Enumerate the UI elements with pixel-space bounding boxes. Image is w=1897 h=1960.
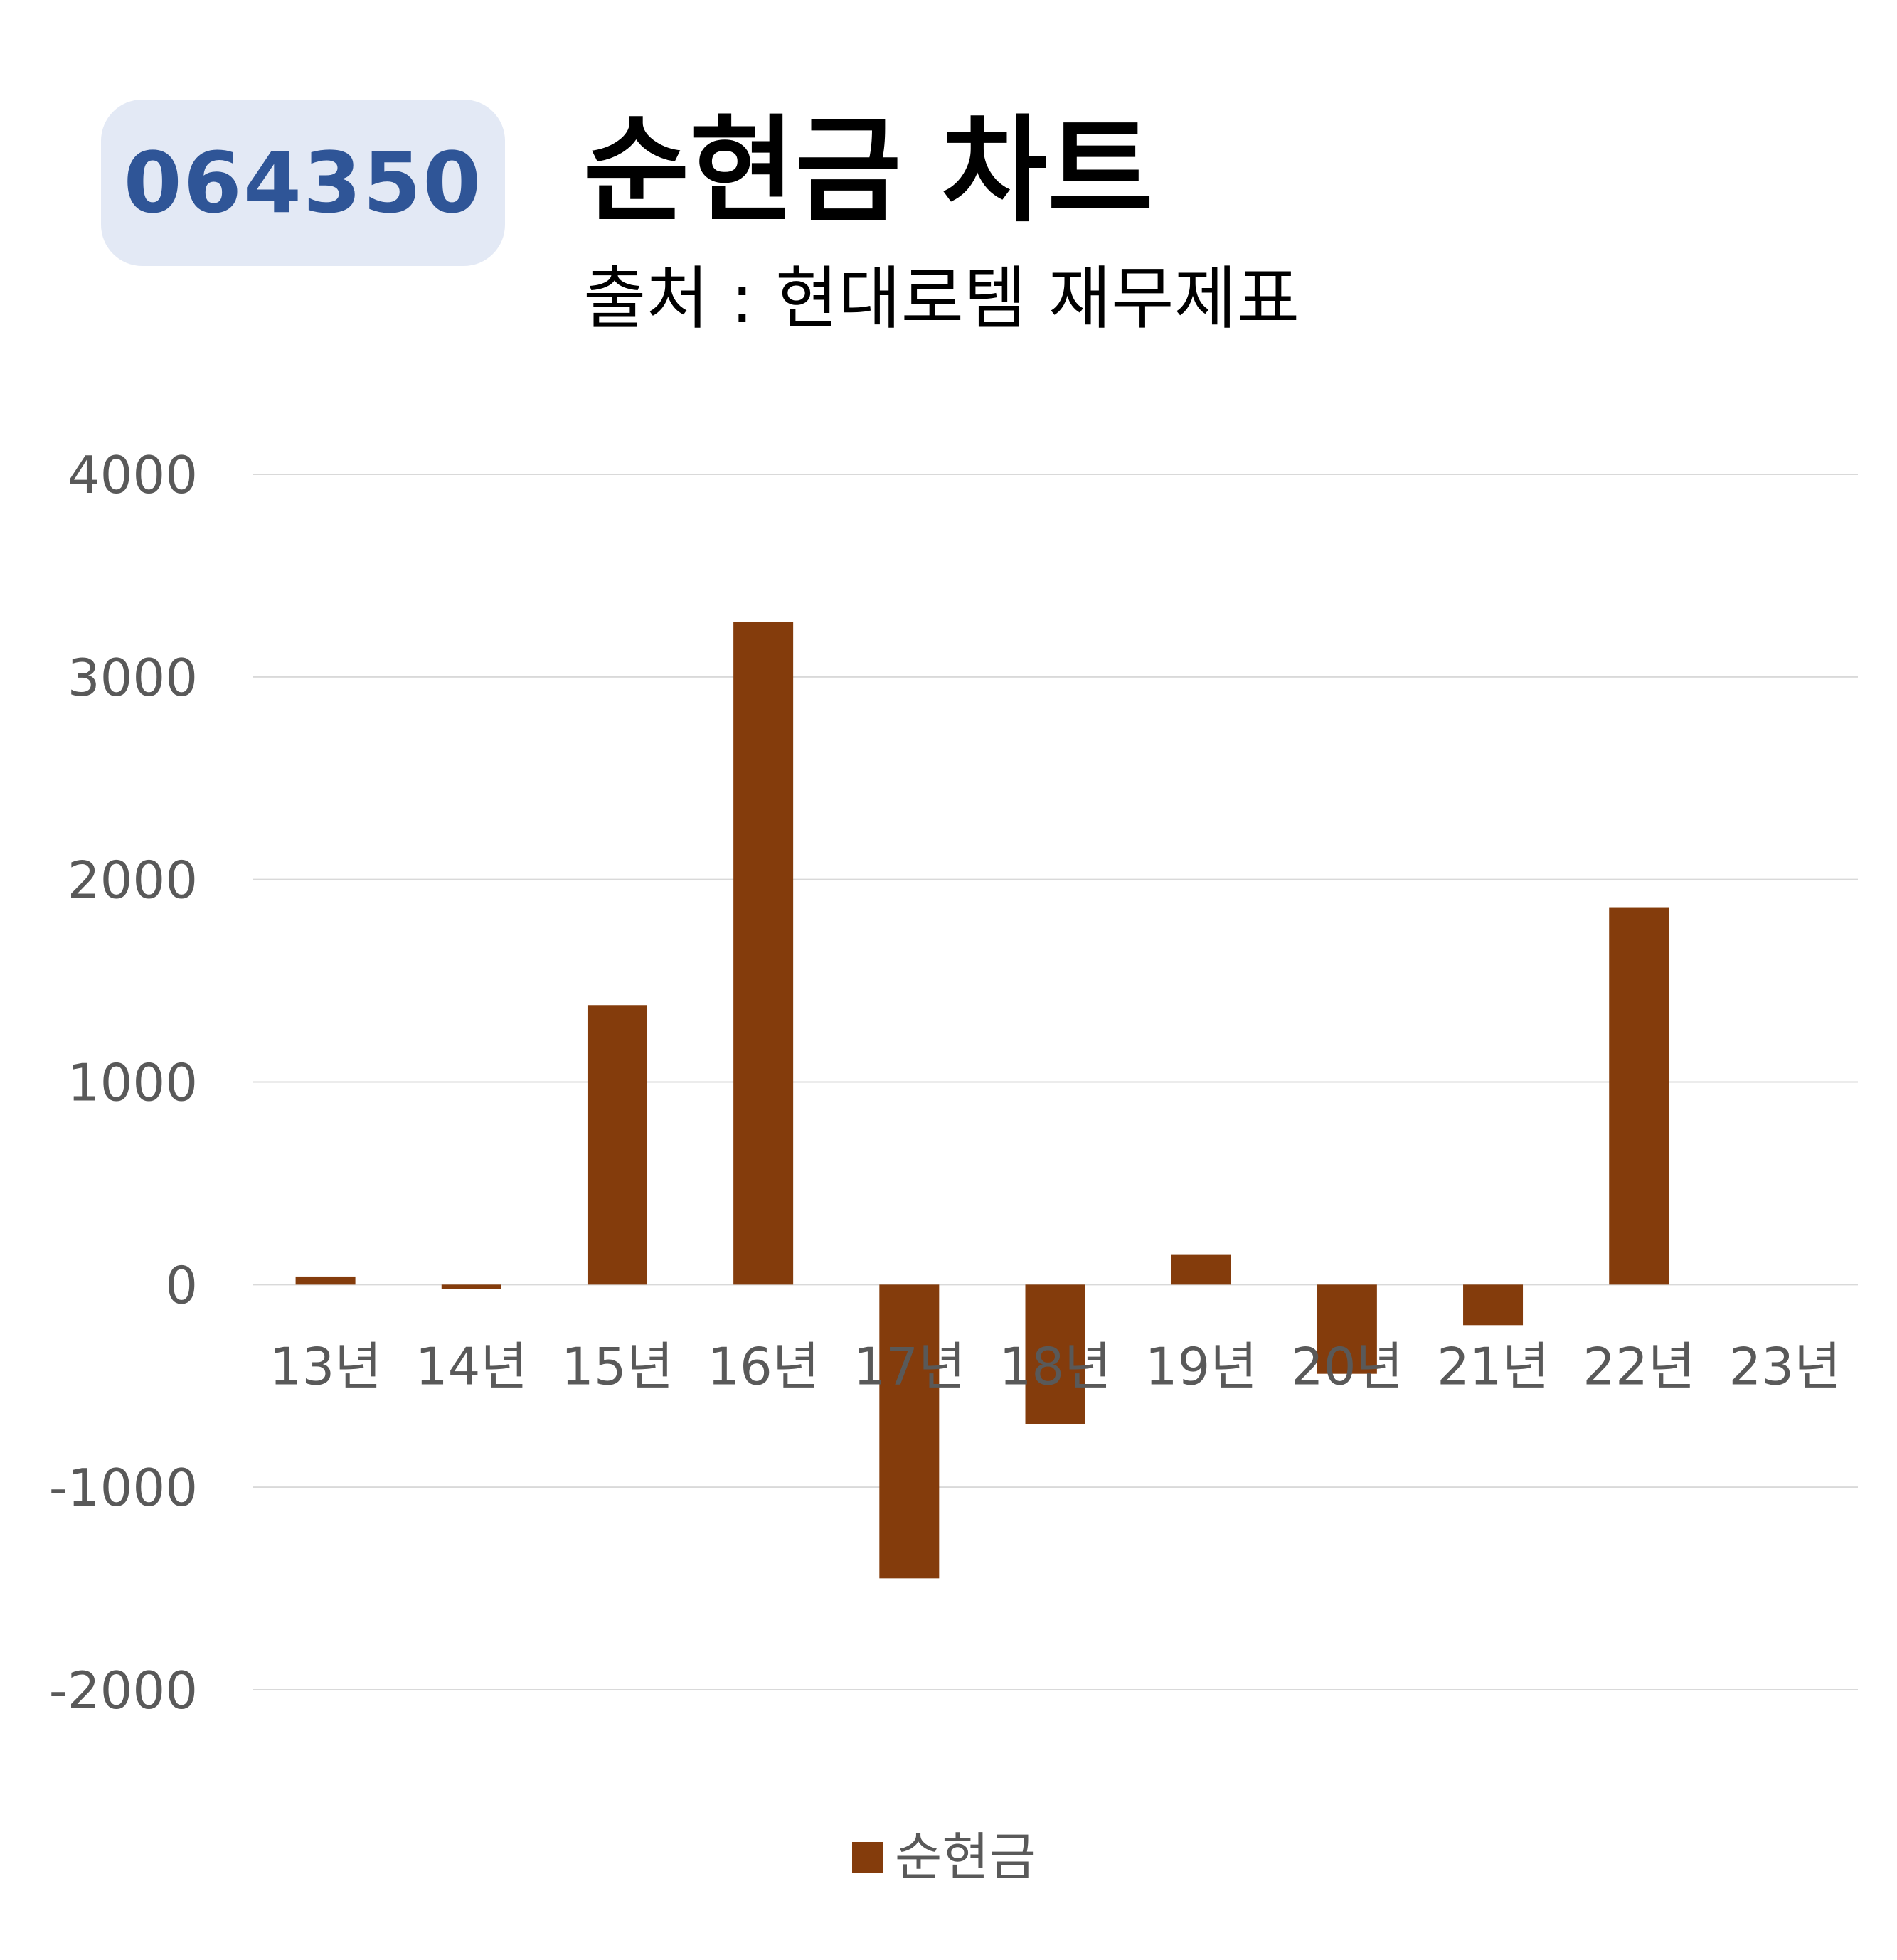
x-axis-categories: 13년 14년 15년 16년 17년 18년 19년 20년 21년 22년 23년 [270, 1336, 1842, 1396]
y-tick-label: -2000 [49, 1661, 198, 1720]
x-category-label: 20년 [1291, 1336, 1403, 1396]
x-category-label: 21년 [1437, 1336, 1549, 1396]
y-tick-label: 0 [165, 1255, 198, 1315]
bar [733, 622, 794, 1285]
bars [295, 622, 1669, 1579]
x-category-label: 15년 [561, 1336, 674, 1396]
x-category-label: 22년 [1583, 1336, 1695, 1396]
y-tick-label: 2000 [68, 851, 198, 910]
x-category-label: 18년 [999, 1336, 1112, 1396]
bar [879, 1284, 940, 1579]
chart-subtitle: 출처 : 현대로템 재무제표 [583, 259, 1300, 339]
bar [1025, 1284, 1085, 1424]
stock-code-badge: 064350 [101, 100, 505, 266]
y-tick-label: 3000 [68, 648, 198, 708]
bar [1609, 907, 1669, 1285]
bar [1171, 1254, 1231, 1285]
x-category-label: 17년 [853, 1336, 965, 1396]
bar [295, 1276, 356, 1285]
legend-label: 순현금 [895, 1827, 1036, 1887]
legend-swatch [852, 1842, 883, 1873]
x-category-label: 16년 [707, 1336, 819, 1396]
y-tick-label: 4000 [68, 445, 198, 505]
y-tick-label: 1000 [68, 1053, 198, 1113]
y-tick-label: -1000 [49, 1458, 198, 1518]
bar [1463, 1284, 1524, 1326]
bar [1317, 1284, 1377, 1374]
chart-title: 순현금 차트 [583, 105, 1154, 238]
x-category-label: 13년 [270, 1336, 382, 1396]
x-category-label: 19년 [1145, 1336, 1258, 1396]
x-category-label: 23년 [1728, 1336, 1841, 1396]
legend: 순현금 [852, 1827, 1036, 1887]
bar [587, 1005, 647, 1285]
bar [441, 1284, 501, 1289]
y-axis-ticks: 4000 3000 2000 1000 0 -1000 -2000 [49, 445, 198, 1720]
x-category-label: 14년 [415, 1336, 528, 1396]
